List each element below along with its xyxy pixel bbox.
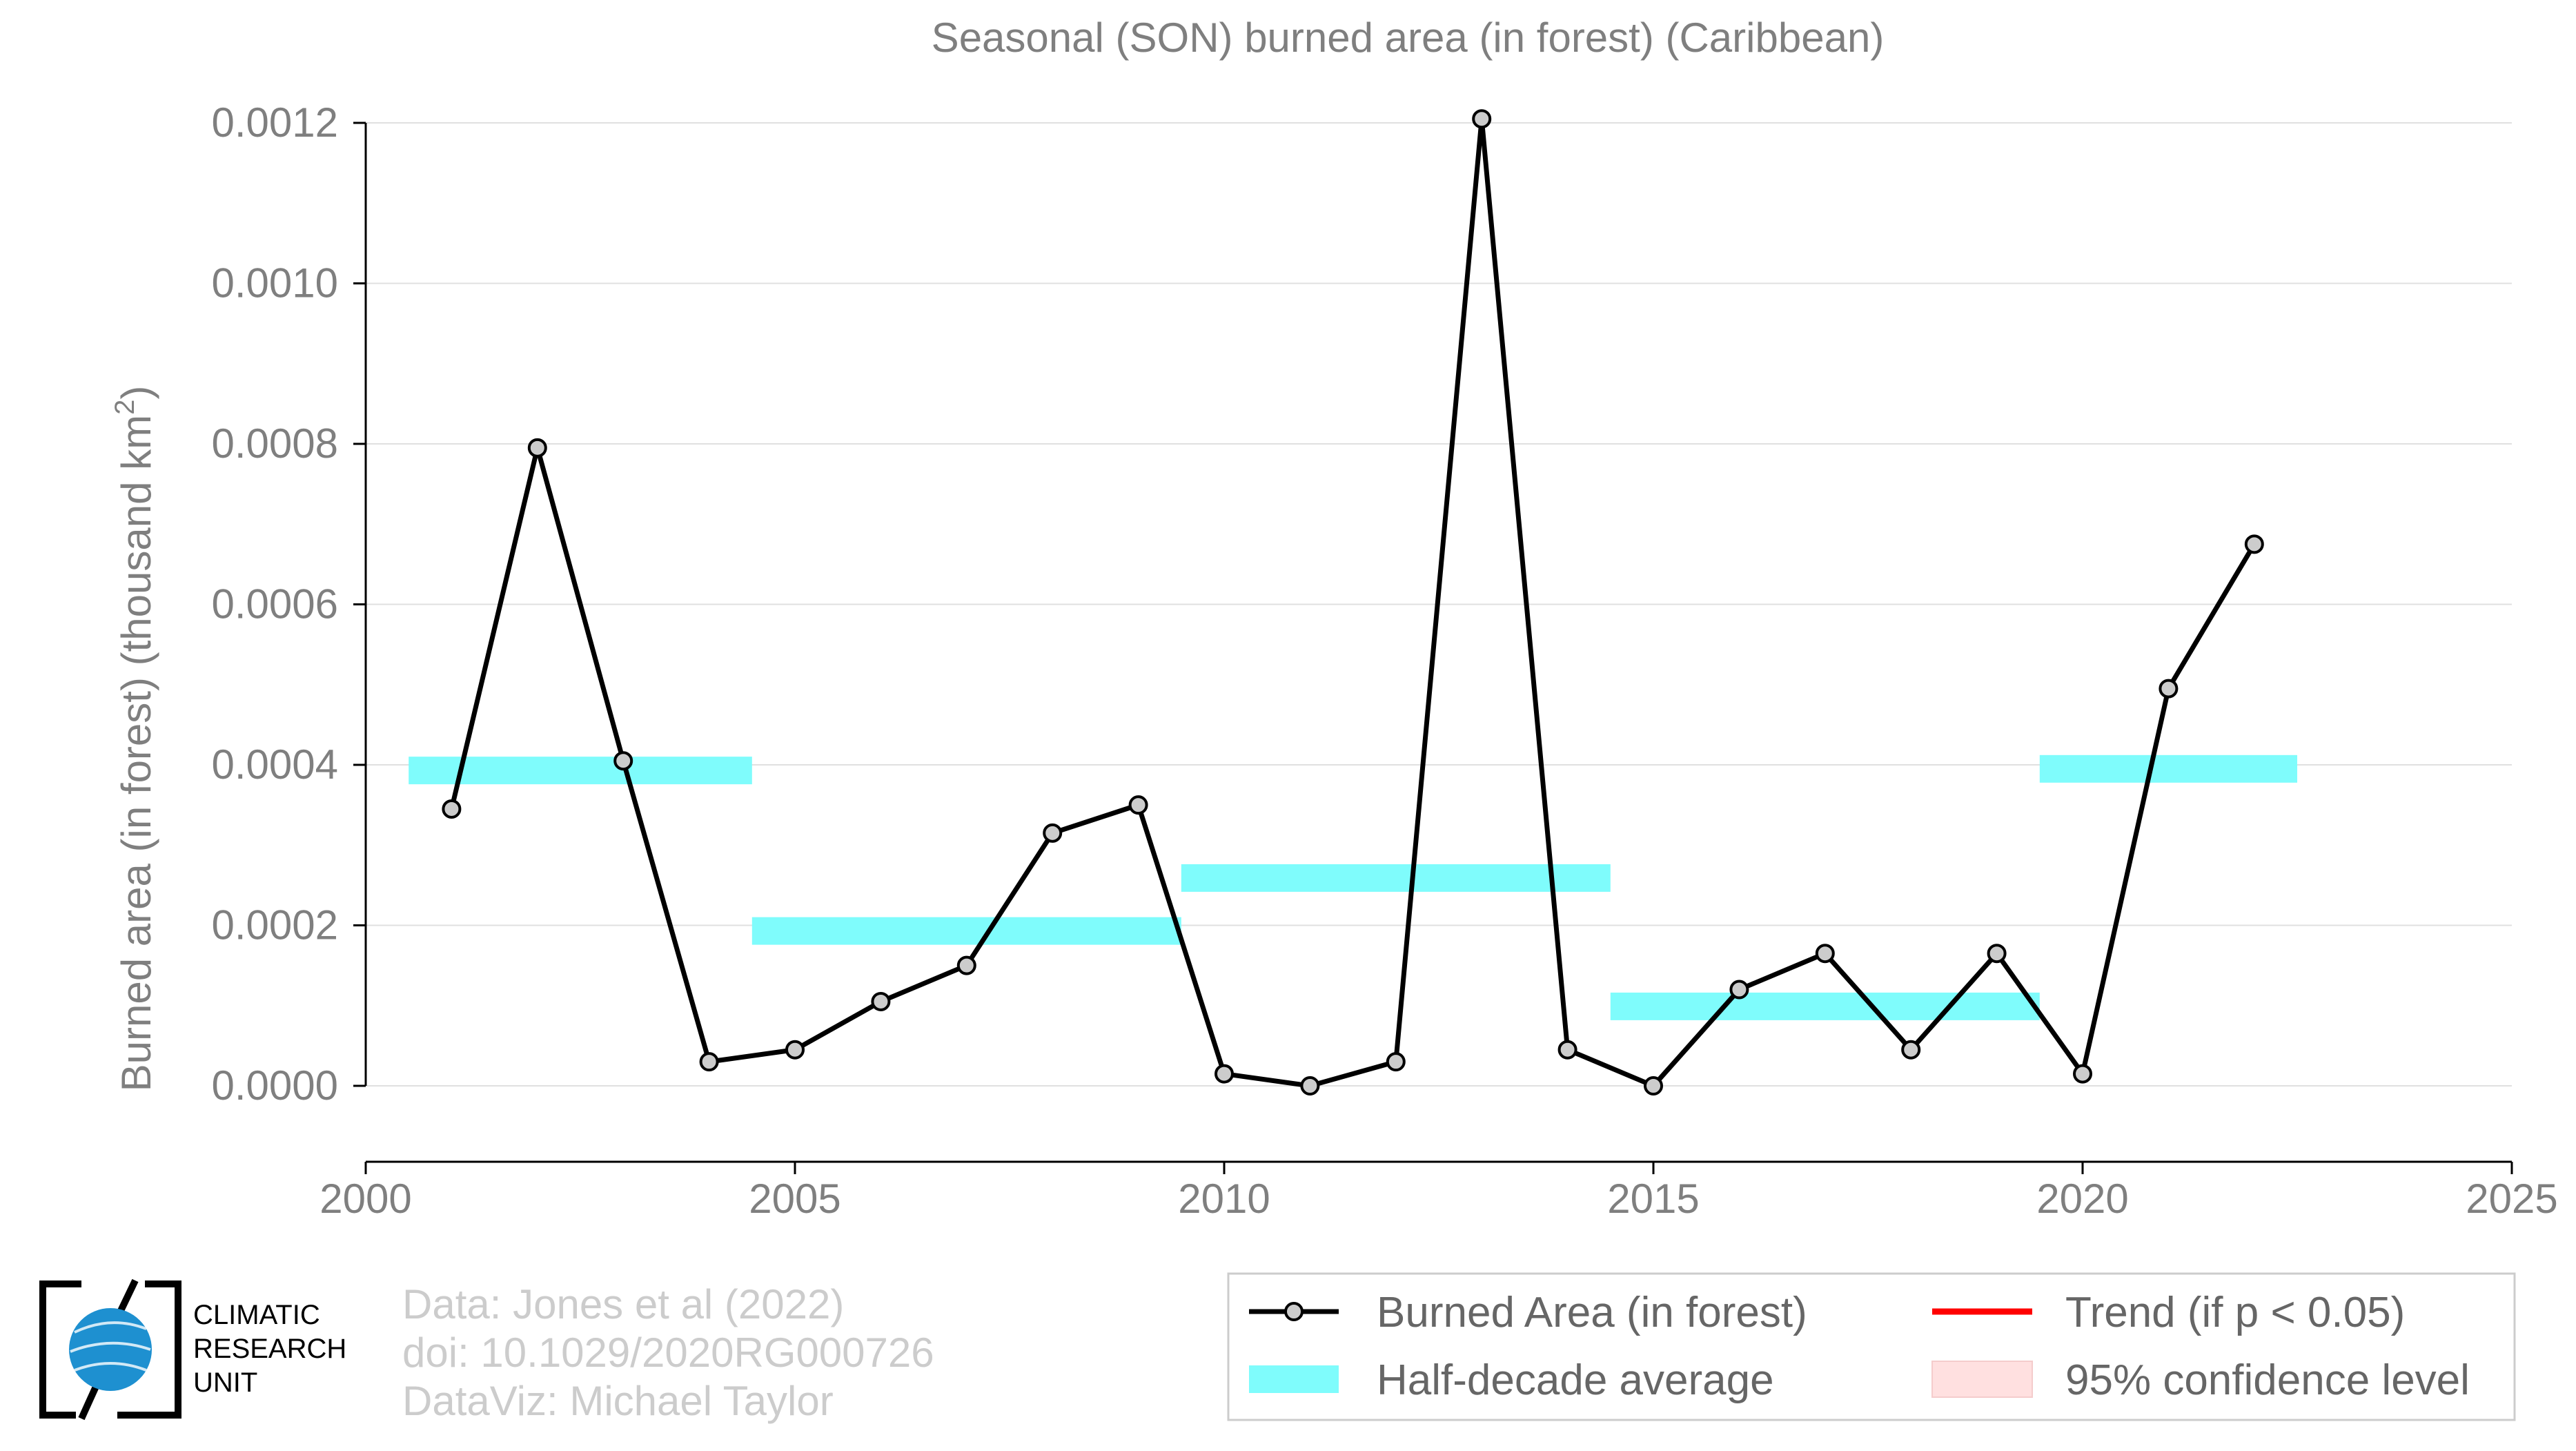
data-point <box>1729 980 1749 1000</box>
cru-logo: CLIMATIC RESEARCH UNIT <box>39 1278 346 1421</box>
logo-text-climatic: CLIMATIC <box>193 1300 320 1330</box>
data-point <box>699 1052 719 1072</box>
logo-slash-bottom <box>78 1380 101 1421</box>
logo-text-unit: UNIT <box>193 1367 257 1398</box>
data-point <box>1901 1040 1921 1060</box>
data-point <box>956 955 976 975</box>
half-decade-band <box>1610 992 2040 1020</box>
data-point <box>1215 1064 1234 1084</box>
data-point <box>871 991 891 1011</box>
data-point <box>1557 1040 1577 1060</box>
logo-bracket-left <box>39 1280 81 1419</box>
x-ticks: 2000 2005 2010 2015 2020 2025 <box>319 1162 2558 1222</box>
globe-latitude-2 <box>70 1341 151 1353</box>
data-point <box>2159 679 2179 699</box>
y-axis-label-close: ) <box>113 386 159 400</box>
logo-text-research: RESEARCH <box>193 1334 346 1364</box>
legend-half-decade-label: Half-decade average <box>1377 1356 1774 1404</box>
data-point <box>1644 1076 1663 1095</box>
y-axis-label-superscript: 2 <box>110 400 140 415</box>
data-point <box>1386 1052 1406 1072</box>
y-tick-label: 0.0008 <box>211 420 338 467</box>
legend-confidence-swatch <box>1931 1361 2033 1398</box>
legend-burned-area-marker <box>1284 1302 1304 1321</box>
y-tick-label: 0.0004 <box>211 741 338 788</box>
y-tick-label: 0.0010 <box>211 260 338 306</box>
chart-title: Seasonal (SON) burned area (in forest) (… <box>932 14 1885 61</box>
half-decade-band <box>409 757 752 785</box>
logo-bracket-right <box>117 1280 181 1419</box>
x-tick-label: 2000 <box>319 1176 411 1222</box>
series-line <box>449 116 2257 1089</box>
data-point <box>2073 1064 2092 1084</box>
y-tick-label: 0.0006 <box>211 581 338 627</box>
data-point <box>527 438 547 458</box>
data-point <box>1815 944 1835 964</box>
y-ticks: 0.0000 0.0002 0.0004 0.0006 0.0008 0.0010 0.00… <box>211 99 366 1109</box>
y-tick-label: 0.0012 <box>211 99 338 146</box>
credit-data: Data: Jones et al (2022) <box>402 1281 844 1327</box>
x-tick-label: 2020 <box>2036 1176 2128 1222</box>
data-point <box>1128 795 1148 815</box>
legend: Burned Area (in forest) Trend (if p < 0.… <box>1227 1272 2516 1421</box>
x-tick-label: 2015 <box>1607 1176 1699 1222</box>
legend-trend-label: Trend (if p < 0.05) <box>2065 1289 2405 1336</box>
data-point <box>1043 823 1063 843</box>
globe-icon <box>69 1308 152 1391</box>
half-decade-band <box>1181 864 1611 892</box>
data-point <box>1300 1076 1320 1095</box>
x-tick-label: 2025 <box>2466 1176 2557 1222</box>
y-axis-label: Burned area (in forest) (thousand km2) <box>110 386 159 1092</box>
data-point <box>442 799 462 819</box>
y-tick-label: 0.0002 <box>211 902 338 948</box>
credit-dataviz: DataViz: Michael Taylor <box>402 1378 834 1424</box>
data-point <box>2244 534 2264 554</box>
legend-box <box>1227 1272 2516 1421</box>
half-decade-band <box>2039 754 2297 783</box>
x-tick-label: 2010 <box>1178 1176 1270 1222</box>
logo-slash-top <box>115 1278 139 1317</box>
x-tick-label: 2005 <box>749 1176 840 1222</box>
globe-latitude-3 <box>74 1362 147 1372</box>
half-decade-bands <box>409 754 2297 1020</box>
series-group <box>442 109 2264 1095</box>
legend-half-decade-swatch <box>1249 1365 1339 1393</box>
legend-confidence-label: 95% confidence level <box>2065 1356 2470 1404</box>
credit-doi: doi: 10.1029/2020RG000726 <box>402 1330 934 1376</box>
legend-burned-area-label: Burned Area (in forest) <box>1377 1289 1807 1336</box>
data-point <box>785 1040 805 1060</box>
globe-latitude-1 <box>74 1321 147 1334</box>
data-point <box>1987 944 2007 964</box>
y-axis-label-main: Burned area (in forest) (thousand km <box>113 415 159 1091</box>
data-point <box>613 751 633 771</box>
y-tick-label: 0.0000 <box>211 1062 338 1109</box>
half-decade-band <box>751 917 1181 945</box>
data-point <box>1472 109 1492 129</box>
